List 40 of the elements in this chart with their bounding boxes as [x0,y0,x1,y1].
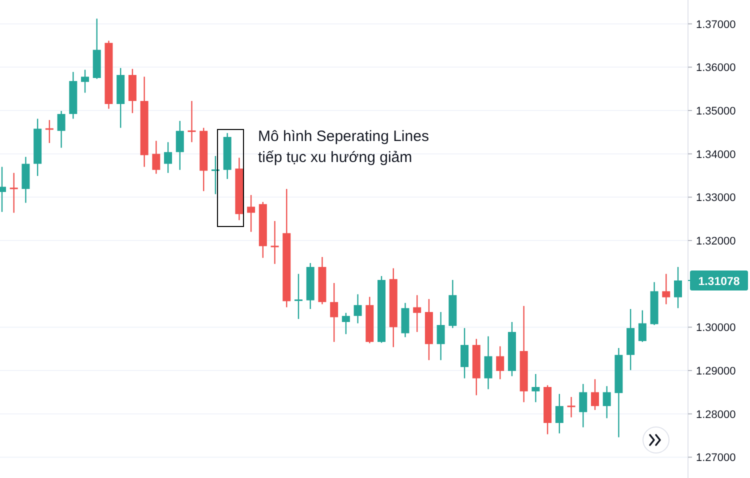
y-tick-label: 1.32000 [696,236,736,248]
candlestick [496,346,504,380]
candlestick [436,311,445,361]
candlestick [164,142,172,174]
candlestick [354,294,362,324]
candlestick [294,273,302,320]
y-tick-label: 1.35000 [696,106,736,118]
candlestick [662,273,670,305]
candlestick [413,294,422,333]
candlestick [579,383,588,428]
y-tick-label: 1.34000 [696,148,736,161]
y-tick-label: 1.33000 [696,192,736,204]
candlestick [45,119,54,144]
candlestick [567,396,576,418]
candlestick [270,220,279,265]
candlestick [460,327,469,379]
candlestick [188,100,196,143]
y-tick-label: 1.37000 [696,18,736,31]
y-tick-label: 1.27000 [696,452,736,464]
candlestick [602,386,611,419]
y-tick-label: 1.36000 [696,62,736,74]
candlestick [247,194,256,232]
candlestick [330,282,338,343]
candlestick [152,140,160,174]
candlestick [57,110,66,148]
candlestick [674,266,682,309]
candlestick [555,393,564,434]
candlestick [342,312,350,335]
candlestick [10,172,18,214]
annotation: Mô hình Seperating Lines tiếp tục xu hướng giảm [258,128,429,166]
candlestick [532,373,540,403]
candlestick [484,336,492,390]
text: 1.31078 [698,276,740,288]
candlestick [590,378,599,411]
y-tick-label: 1.29000 [696,366,736,378]
candlestick [176,120,184,170]
y-tick-label: 1.30000 [696,322,736,334]
candlestick [638,310,646,343]
candlestick [81,69,90,94]
y-tick-label: 1.28000 [696,408,736,421]
